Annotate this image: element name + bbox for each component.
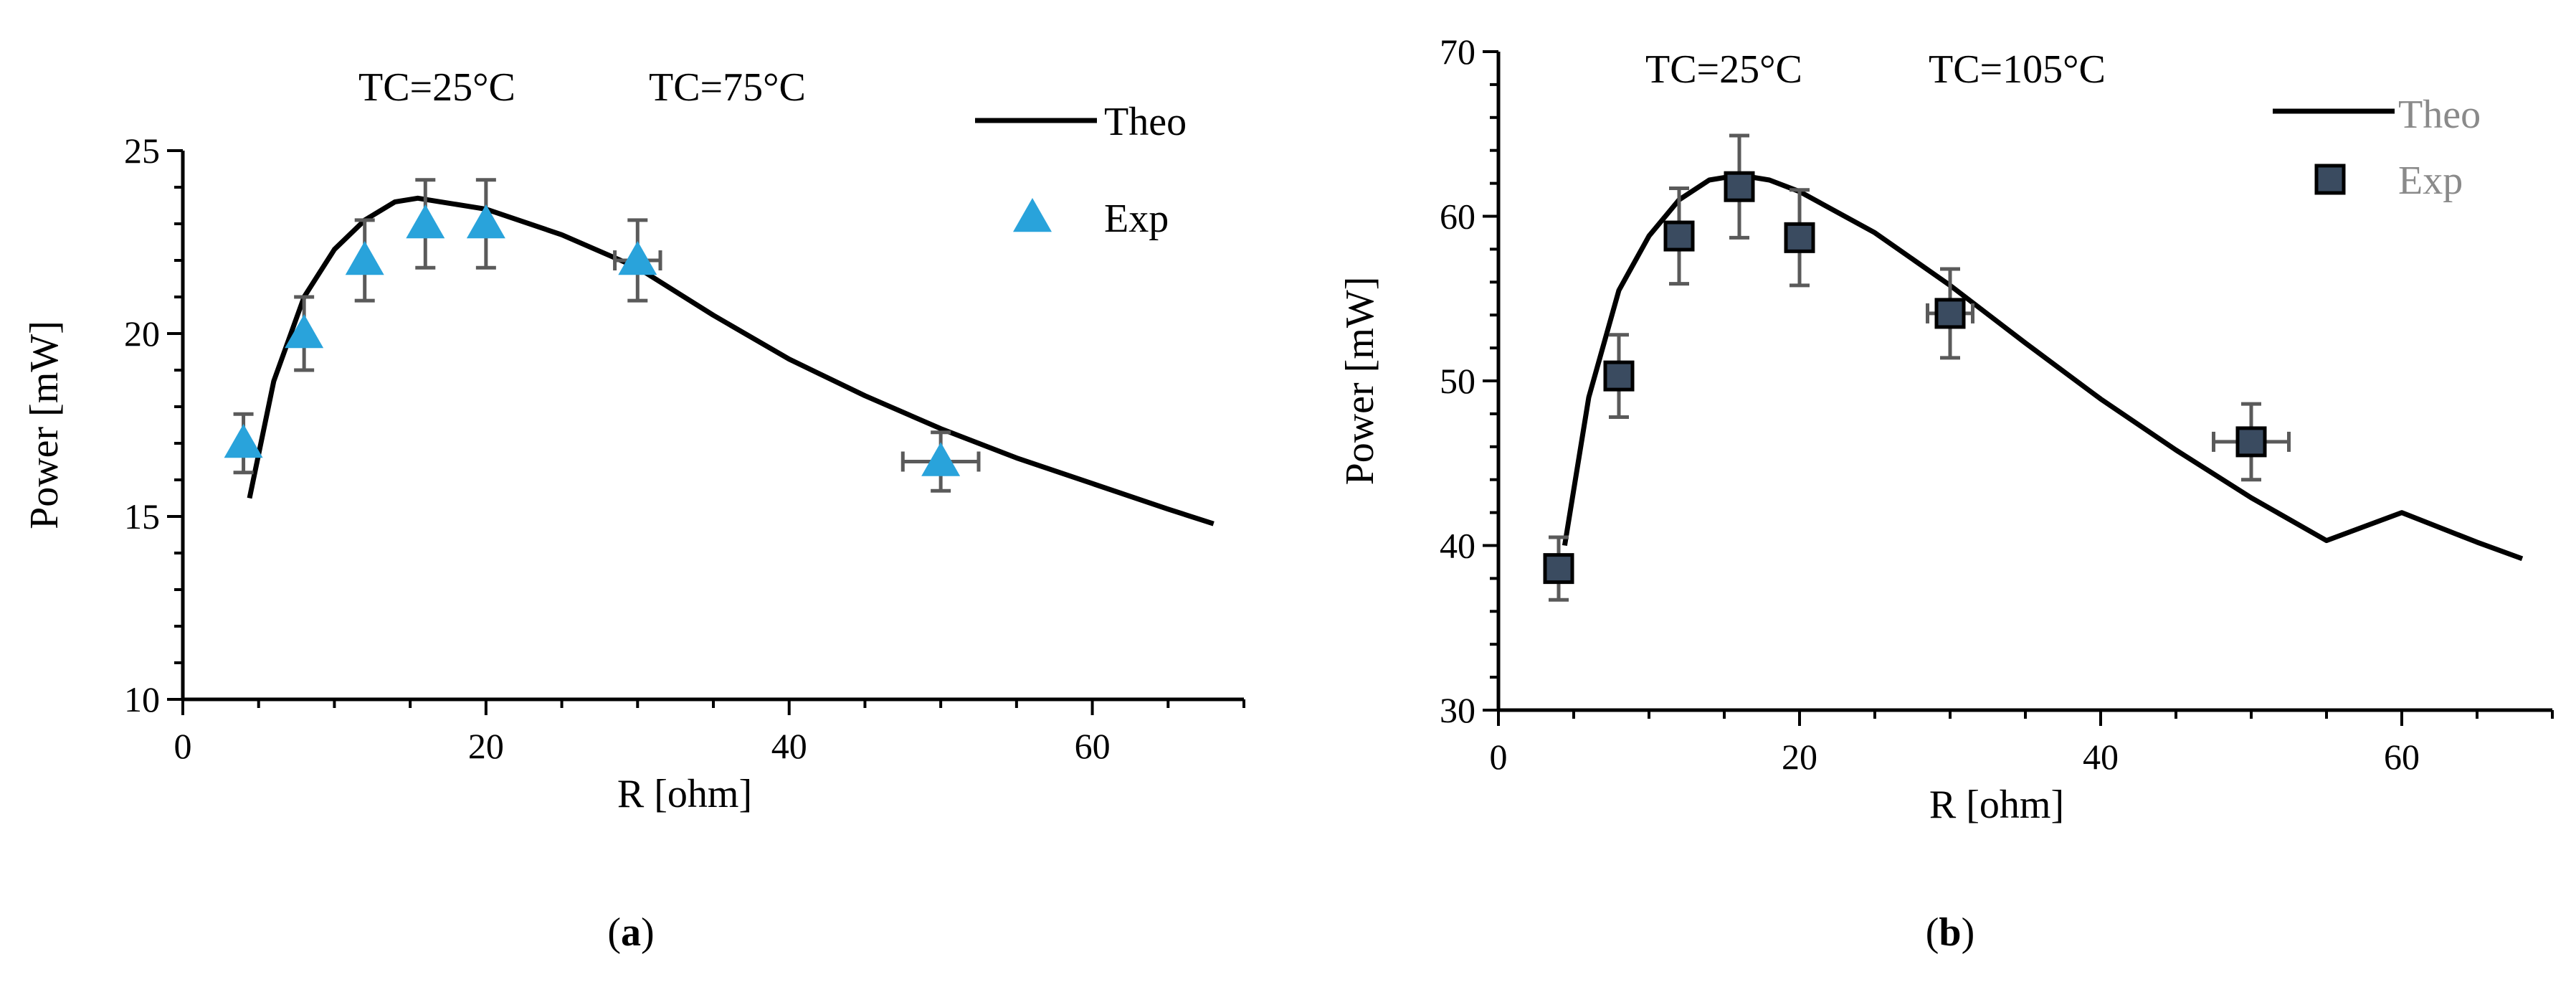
chart-panel-a: 10 15 20 25 0 20 40 60 R [ohm] Power [mW] TC=25°C T… bbox=[22, 65, 1245, 955]
exp-point bbox=[1724, 171, 1755, 202]
theo-line bbox=[247, 195, 1215, 526]
exp-point bbox=[1934, 298, 1966, 329]
caption-close-paren: ) bbox=[641, 910, 655, 955]
legend-label-exp: Exp bbox=[2398, 159, 2463, 203]
exp-point bbox=[1603, 360, 1635, 392]
exp-point bbox=[285, 314, 324, 349]
legend-label-exp: Exp bbox=[1104, 197, 1169, 241]
y-tick-label: 10 bbox=[124, 679, 160, 719]
y-tick-label: 50 bbox=[1440, 361, 1475, 401]
x-tick-label: 0 bbox=[174, 726, 192, 766]
x-tick-label: 20 bbox=[468, 726, 504, 766]
theo-line bbox=[1562, 172, 2524, 562]
condition-label: TC=105°C bbox=[1929, 47, 2106, 92]
exp-point bbox=[1543, 553, 1574, 585]
exp-point bbox=[406, 204, 445, 239]
exp-point bbox=[921, 442, 961, 476]
caption-open-paren: ( bbox=[1926, 910, 1939, 955]
legend-marker-swatch bbox=[1013, 198, 1052, 232]
exp-point bbox=[1663, 220, 1695, 252]
y-tick-label: 40 bbox=[1440, 526, 1475, 566]
y-axis-title: Power [mW] bbox=[22, 321, 67, 529]
y-tick-label: 70 bbox=[1440, 32, 1475, 72]
x-tick-label: 0 bbox=[1490, 737, 1508, 777]
x-axis-title: R [ohm] bbox=[617, 772, 752, 816]
exp-point bbox=[345, 241, 384, 275]
exp-point bbox=[466, 204, 505, 239]
y-tick-label: 25 bbox=[124, 131, 160, 171]
caption-close-paren: ) bbox=[1962, 910, 1975, 955]
y-tick-label: 60 bbox=[1440, 197, 1475, 237]
exp-point bbox=[1784, 222, 1815, 253]
exp-point bbox=[2235, 426, 2267, 458]
condition-label: TC=25°C bbox=[1645, 47, 1802, 92]
caption-panel-letter: b bbox=[1939, 910, 1961, 955]
exp-point bbox=[224, 424, 263, 458]
caption-open-paren: ( bbox=[607, 910, 621, 955]
caption-panel-letter: a bbox=[621, 910, 641, 955]
y-tick-label: 30 bbox=[1440, 690, 1475, 730]
chart-panel-b: 30 40 50 60 70 0 20 40 60 R [ohm] Power [mW] TC=25°… bbox=[1338, 32, 2554, 955]
panel-caption: (b) bbox=[1926, 910, 1974, 955]
panel-caption: (a) bbox=[607, 910, 654, 955]
x-tick-label: 40 bbox=[771, 726, 807, 766]
x-tick-label: 60 bbox=[1075, 726, 1111, 766]
x-tick-label: 60 bbox=[2384, 737, 2420, 777]
legend-label-theo: Theo bbox=[2398, 93, 2481, 137]
y-tick-label: 15 bbox=[124, 496, 160, 537]
condition-label: TC=75°C bbox=[649, 65, 806, 110]
condition-label: TC=25°C bbox=[358, 65, 515, 110]
x-tick-label: 40 bbox=[2083, 737, 2119, 777]
y-tick-label: 20 bbox=[124, 313, 160, 354]
y-axis-title: Power [mW] bbox=[1338, 277, 1382, 486]
exp-point bbox=[618, 241, 657, 275]
legend-label-theo: Theo bbox=[1104, 100, 1187, 144]
legend-marker-swatch bbox=[2314, 164, 2346, 195]
x-tick-label: 20 bbox=[1782, 737, 1817, 777]
x-axis-title: R [ohm] bbox=[1929, 783, 2064, 827]
